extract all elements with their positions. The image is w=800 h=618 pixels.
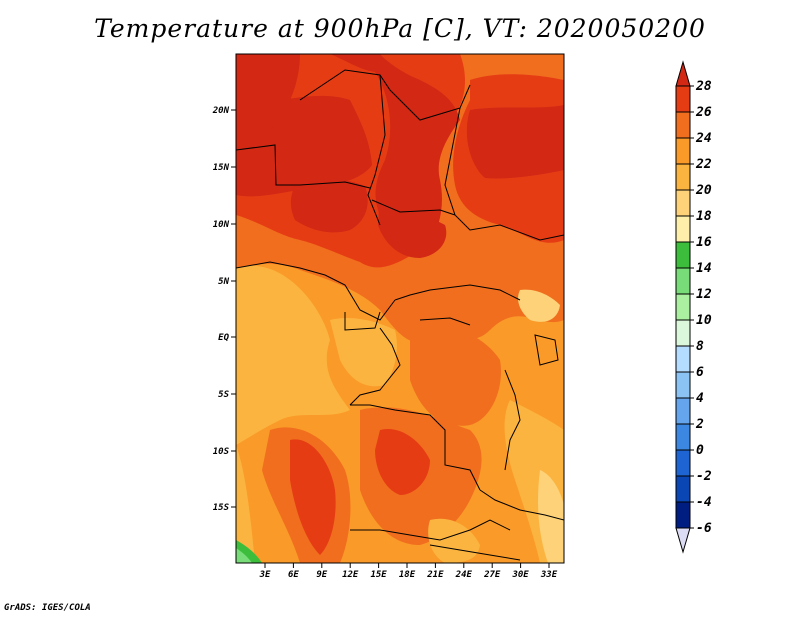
lon-tick-label: 27E	[483, 570, 501, 580]
lon-tick-label: 18E	[399, 570, 416, 580]
colorbar-label: 20	[695, 183, 712, 198]
colorbar-label: 18	[696, 209, 712, 224]
temperature-field	[236, 54, 564, 563]
colorbar-label: 14	[696, 261, 712, 276]
colorbar-label: 4	[696, 391, 704, 406]
colorbar-label: 28	[695, 79, 712, 94]
lon-tick-label: 24E	[455, 570, 473, 580]
colorbar-label: 12	[696, 287, 712, 302]
colorbar-band	[675, 423, 691, 451]
colorbar-band	[675, 267, 691, 295]
colorbar-band	[675, 163, 691, 191]
colorbar-band	[675, 85, 691, 113]
colorbar-label: 2	[695, 417, 704, 432]
colorbar-label: 10	[696, 313, 712, 328]
colorbar-label: -2	[696, 469, 712, 484]
lat-tick-label: 5N	[218, 277, 229, 287]
colorbar-label: 26	[695, 105, 712, 120]
colorbar-band	[675, 397, 691, 425]
lon-tick-label: 6E	[288, 570, 299, 580]
colorbar-band	[675, 189, 691, 217]
lat-tick-label: 5S	[218, 390, 229, 400]
colorbar-band	[675, 111, 691, 139]
colorbar-band	[675, 371, 691, 399]
lon-tick-label: 12E	[342, 570, 359, 580]
lat-tick-label: EQ	[218, 333, 229, 343]
longitude-axis: 3E 6E 9E 12E 15E 18E 21E 24E 27E 30E 33E	[259, 563, 558, 580]
lon-tick-label: 9E	[316, 570, 327, 580]
colorbar-band	[675, 475, 691, 503]
colorbar-band	[675, 501, 691, 529]
colorbar-band	[675, 215, 691, 243]
lat-tick-label: 10N	[213, 220, 230, 230]
lon-tick-label: 21E	[426, 570, 444, 580]
colorbar-label: -4	[696, 495, 712, 510]
footer-credit: GrADS: IGES/COLA	[4, 603, 91, 613]
lat-tick-label: 15S	[213, 503, 230, 513]
lat-tick-label: 10S	[213, 447, 230, 457]
colorbar-label: 6	[696, 365, 704, 380]
colorbar-label: 0	[696, 443, 704, 458]
colorbar-band	[675, 449, 691, 477]
colorbar-band	[675, 137, 691, 165]
colorbar-label: 16	[696, 235, 712, 250]
chart-title: Temperature at 900hPa [C], VT: 202005020…	[94, 14, 706, 43]
colorbar-band	[675, 345, 691, 373]
map-frame	[235, 53, 565, 564]
colorbar-label: -6	[696, 521, 712, 536]
colorbar-band	[675, 319, 691, 347]
latitude-axis: 20N 15N 10N 5N EQ 5S 10S 15S	[212, 106, 236, 513]
colorbar-upper-triangle	[675, 60, 691, 87]
colorbar-band	[675, 241, 691, 269]
colorbar-lower-triangle	[675, 527, 691, 554]
colorbar-band	[675, 293, 691, 321]
lon-tick-label: 30E	[511, 570, 529, 580]
colorbar-label: 24	[695, 131, 712, 146]
colorbar-label: 22	[695, 157, 712, 172]
lon-tick-label: 3E	[259, 570, 271, 580]
lat-tick-label: 20N	[212, 106, 230, 116]
country-borders	[236, 69, 564, 561]
lon-tick-label: 33E	[540, 570, 558, 580]
lon-tick-label: 15E	[370, 570, 387, 580]
colorbar-label: 8	[696, 339, 704, 354]
lat-tick-label: 15N	[213, 163, 230, 173]
